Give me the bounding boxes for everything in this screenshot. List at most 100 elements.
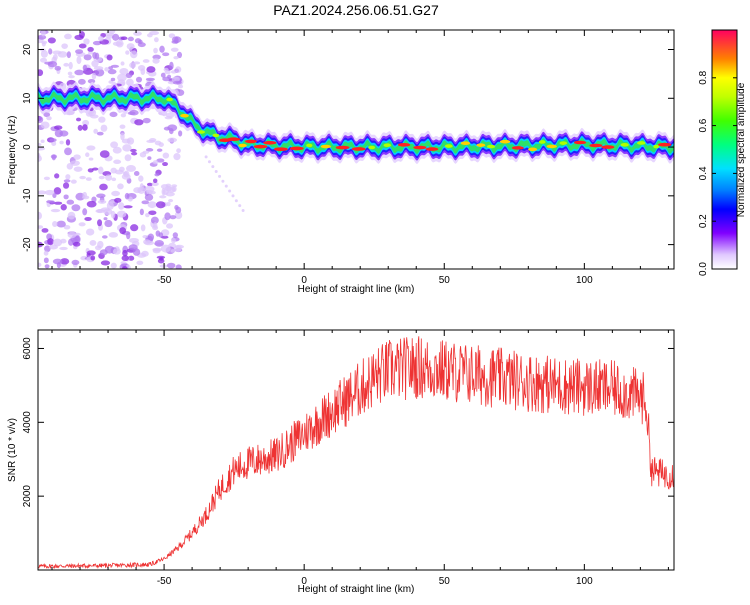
noise-speck [64, 33, 72, 40]
colorbar-tick-label: 0.0 [698, 262, 709, 276]
noise-speck [171, 40, 179, 44]
noise-speck [60, 258, 70, 265]
noise-speck [144, 193, 154, 201]
spectral-peak [658, 142, 672, 147]
spectral-peak [397, 143, 411, 147]
noise-speck [127, 36, 134, 42]
noise-speck [153, 222, 158, 229]
noise-speck [75, 117, 82, 122]
noise-speck [224, 184, 228, 188]
noise-speck [121, 173, 131, 180]
snr-y-tick-label: 2000 [22, 485, 33, 508]
snr-series-line [38, 336, 674, 570]
noise-speck [231, 194, 235, 198]
noise-speck [90, 255, 96, 261]
noise-speck [146, 182, 153, 187]
noise-speck [71, 204, 81, 212]
noise-speck [115, 39, 124, 48]
spectrogram-data [38, 30, 674, 269]
spectral-peak [306, 143, 313, 148]
noise-speck [96, 131, 104, 136]
noise-speck [63, 179, 71, 183]
noise-speck [102, 235, 108, 239]
noise-speck [124, 192, 130, 200]
spectral-peak [559, 141, 568, 145]
noise-speck [174, 204, 179, 210]
noise-speck [167, 137, 178, 143]
spectral-peak [573, 140, 587, 145]
noise-speck [86, 200, 97, 208]
spectral-peak [320, 144, 331, 149]
noise-speck [43, 250, 49, 256]
spectral-ridge-band [38, 84, 674, 161]
noise-speck [86, 250, 96, 256]
noise-speck [63, 225, 71, 230]
noise-speck [110, 141, 119, 149]
snr-x-tick-label: 100 [576, 576, 593, 587]
noise-speck [82, 64, 88, 71]
noise-speck [140, 224, 146, 232]
noise-speck [108, 232, 119, 238]
noise-speck [176, 148, 181, 154]
noise-speck [63, 182, 70, 189]
noise-speck [150, 216, 159, 224]
noise-speck [63, 194, 69, 200]
spectral-peak [197, 130, 205, 134]
noise-speck [169, 215, 177, 220]
noise-speck [170, 249, 176, 253]
noise-speck [148, 138, 157, 142]
spectral-peak [476, 143, 486, 147]
noise-speck [86, 145, 96, 151]
noise-speck [53, 201, 63, 205]
noise-speck [65, 174, 71, 180]
noise-speck [67, 211, 76, 220]
noise-speck [168, 199, 174, 203]
spectral-peak [253, 144, 268, 149]
noise-speck [164, 212, 171, 221]
spectral-peak [425, 147, 439, 151]
noise-speck [153, 178, 158, 183]
noise-speck [120, 61, 125, 66]
noise-speck [160, 244, 171, 253]
noise-speck [98, 175, 105, 180]
noise-speck [85, 228, 95, 236]
noise-speck [89, 239, 97, 246]
noise-speck [98, 166, 104, 175]
colorbar-gradient [711, 29, 738, 270]
snr-y-tick-label: 4000 [22, 411, 33, 434]
noise-speck [110, 210, 116, 219]
noise-speck [41, 228, 49, 233]
noise-speck [159, 45, 165, 53]
noise-speck [173, 55, 179, 60]
noise-speck [93, 66, 104, 71]
spectrogram-x-tick-label: 50 [439, 275, 451, 286]
noise-speck [162, 76, 171, 82]
spectrogram-y-axis-label: Frequency (Hz) [7, 116, 18, 185]
noise-speck [98, 116, 106, 123]
noise-speck [52, 50, 62, 55]
snr-x-tick-label: -50 [157, 576, 172, 587]
noise-speck [164, 70, 171, 75]
spectral-peak [351, 147, 366, 151]
noise-speck [175, 264, 182, 269]
noise-speck [117, 183, 124, 190]
spectral-peak [620, 143, 629, 147]
noise-speck [162, 52, 170, 57]
spectral-peak [180, 113, 189, 118]
noise-speck [138, 175, 144, 182]
noise-speck [141, 250, 149, 257]
spectrogram-y-tick-label: -10 [22, 188, 33, 203]
noise-speck [119, 124, 126, 129]
noise-speck [147, 201, 157, 209]
noise-speck [38, 142, 42, 147]
noise-speck [107, 69, 117, 75]
noise-speck [139, 208, 144, 216]
noise-speck [119, 68, 129, 75]
spectrogram-x-tick-label: 0 [301, 275, 307, 286]
noise-speck [221, 179, 225, 183]
noise-speck [159, 195, 167, 199]
spectral-peak [244, 139, 257, 144]
spectral-peak [166, 97, 174, 102]
noise-speck [92, 40, 102, 46]
